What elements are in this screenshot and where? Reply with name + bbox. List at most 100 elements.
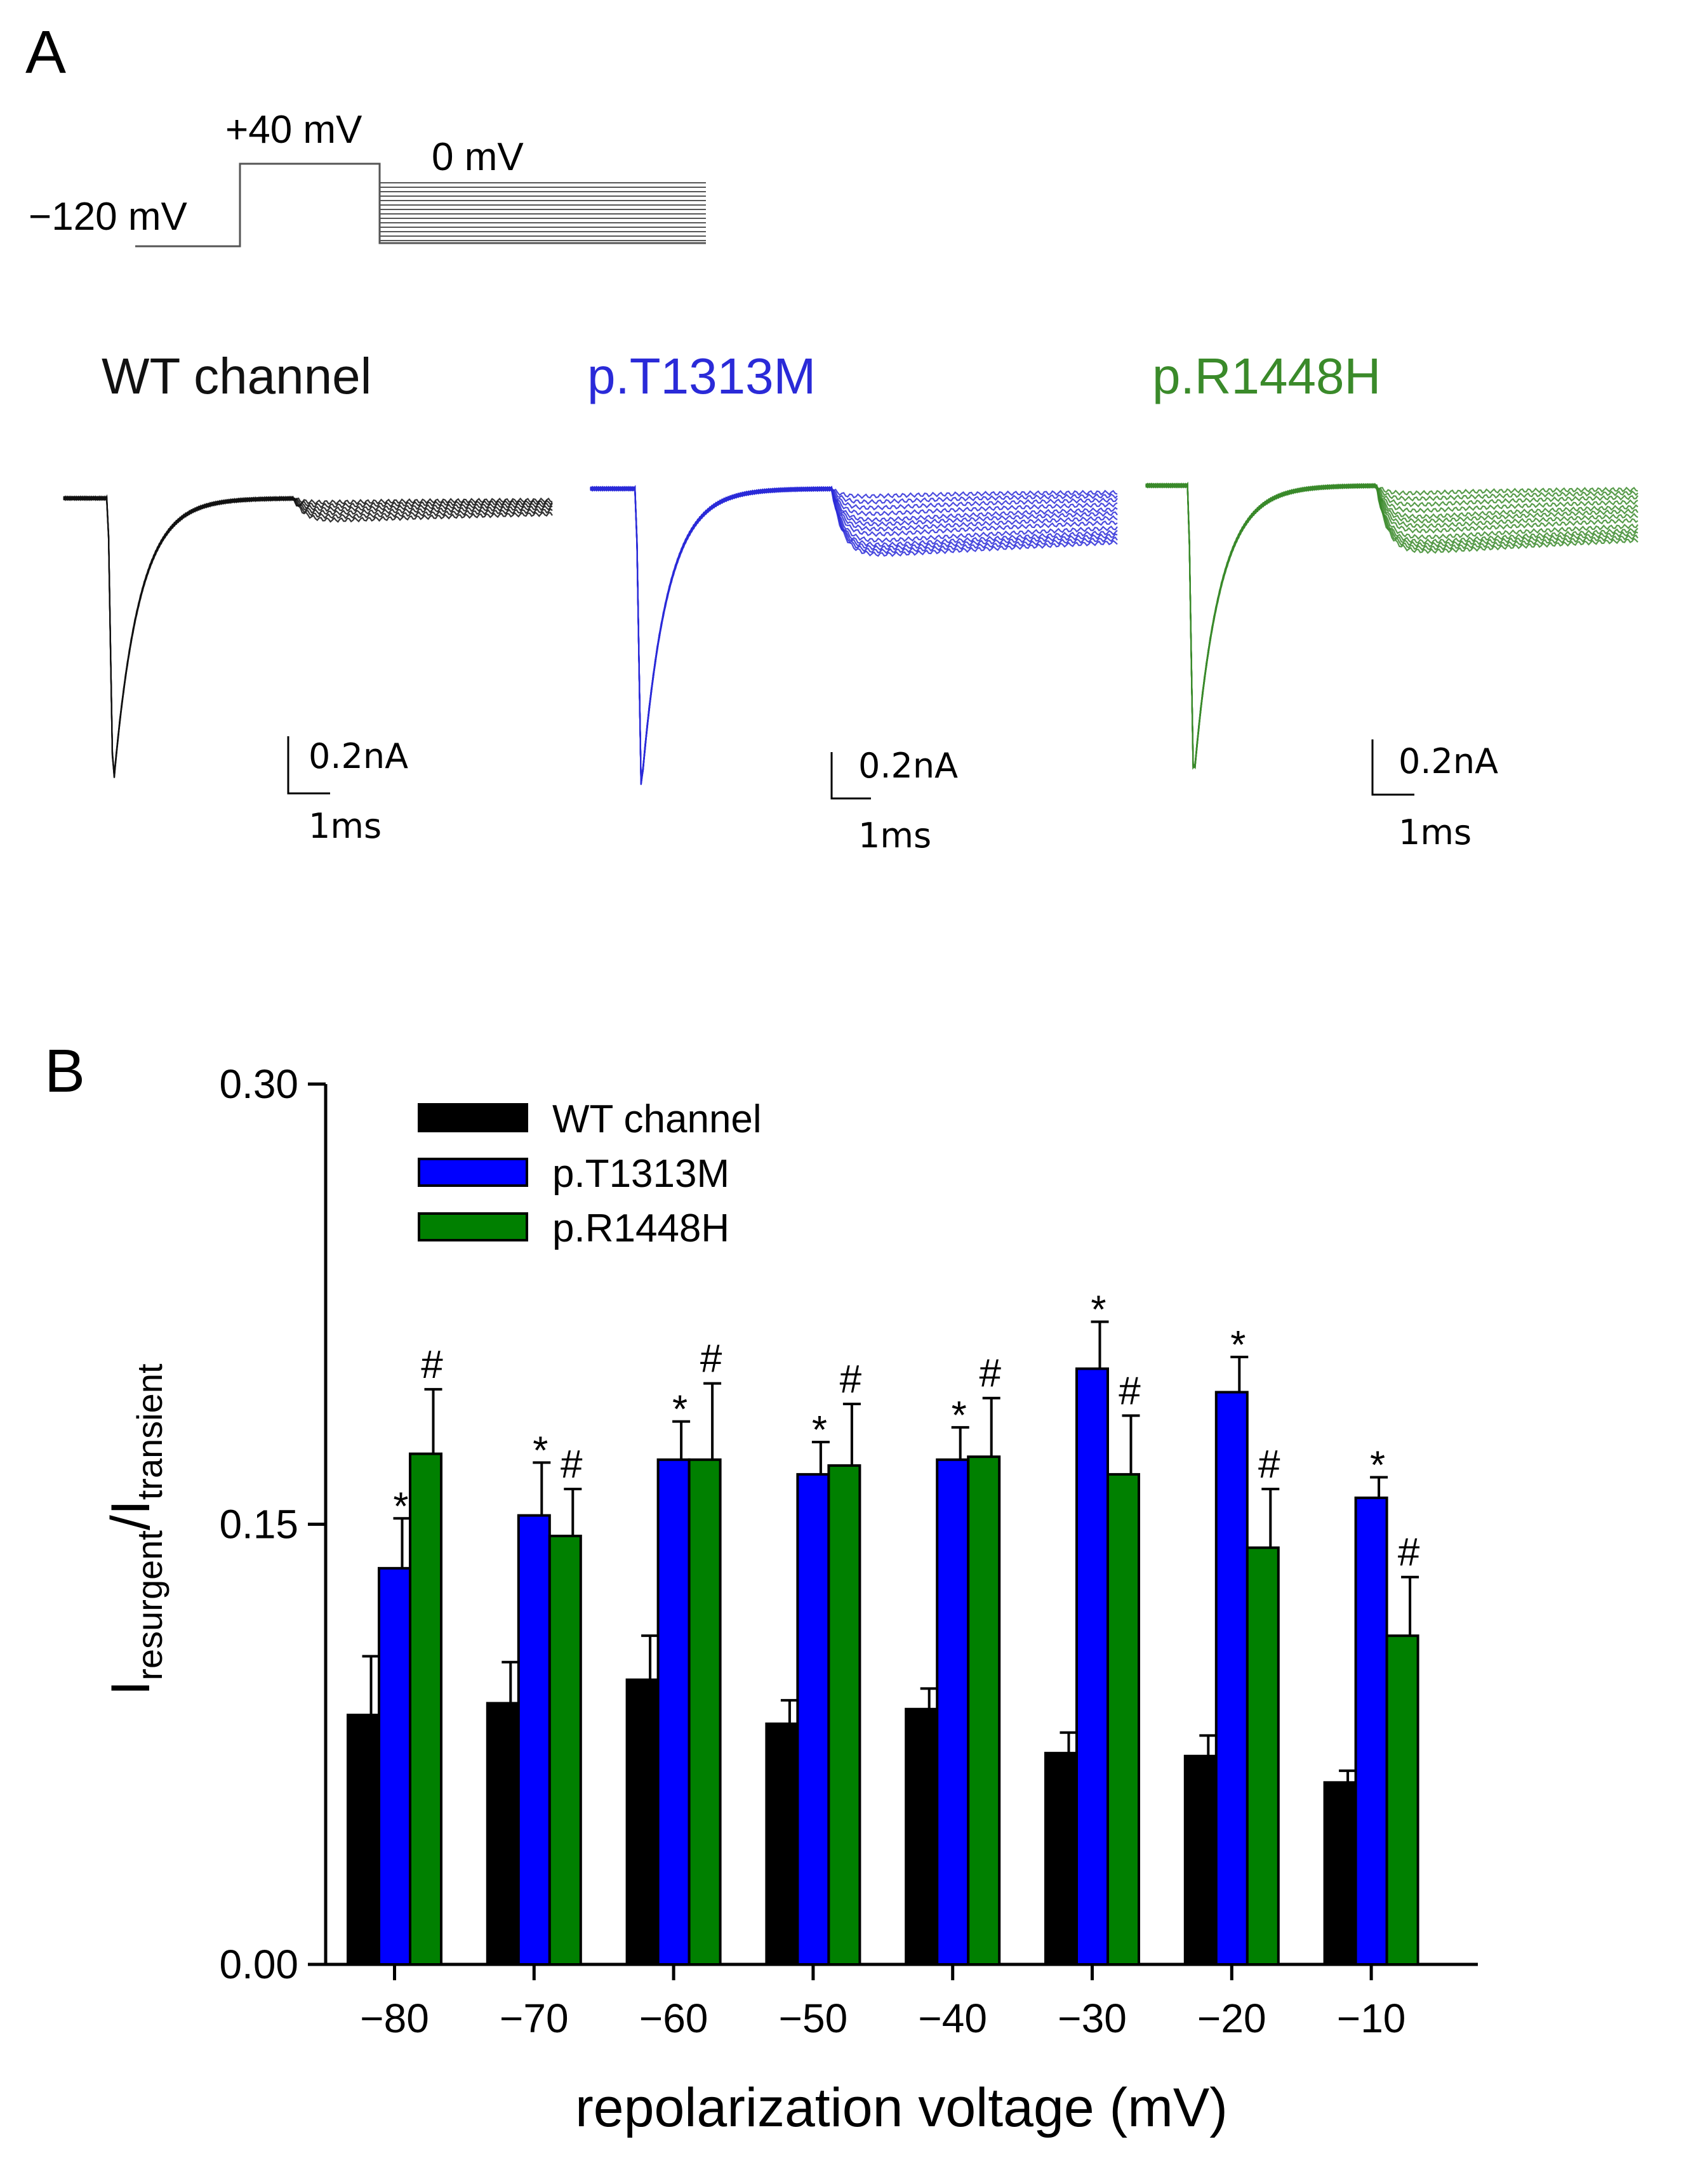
x-axis-title: repolarization voltage (mV) xyxy=(575,2077,1228,2138)
bar xyxy=(517,1514,551,1966)
significance-mark: # xyxy=(1258,1443,1280,1486)
significance-mark: # xyxy=(561,1443,583,1486)
bar xyxy=(1385,1634,1419,1966)
scale-bar-wt: 0.2nA 1ms xyxy=(287,736,408,846)
bar xyxy=(378,1566,411,1966)
significance-mark: * xyxy=(1370,1444,1385,1488)
protocol-step-label: 0 mV xyxy=(432,135,524,179)
bar xyxy=(936,1458,970,1966)
bar xyxy=(688,1458,722,1966)
significance-mark: * xyxy=(1091,1288,1106,1332)
scale-current-r1448h: 0.2nA xyxy=(1399,741,1498,781)
scale-current-wt: 0.2nA xyxy=(309,736,408,776)
legend-swatch-t1313m xyxy=(418,1158,528,1187)
bar xyxy=(548,1534,582,1966)
significance-mark: * xyxy=(812,1408,827,1452)
panel-b-label: B xyxy=(44,1037,85,1105)
significance-mark: * xyxy=(1230,1323,1246,1367)
scale-bar-t1313m: 0.2nA 1ms xyxy=(830,746,958,856)
bar xyxy=(796,1473,830,1966)
x-tick-label: −10 xyxy=(1337,1995,1406,2041)
y-axis-title: Iresurgent/Itransient xyxy=(100,1363,169,1696)
current-trace xyxy=(590,486,1118,782)
x-tick-label: −80 xyxy=(360,1995,429,2041)
significance-mark: # xyxy=(1119,1369,1141,1413)
x-tick-label: −50 xyxy=(779,1995,848,2041)
bar xyxy=(656,1458,691,1966)
protocol-holding-label: −120 mV xyxy=(29,195,188,239)
current-trace xyxy=(1145,482,1638,769)
y-tick-label: 0.00 xyxy=(219,1942,298,1987)
significance-mark: # xyxy=(979,1352,1001,1396)
bar xyxy=(1044,1752,1078,1966)
significance-mark: # xyxy=(421,1343,443,1387)
voltage-protocol: −120 mV +40 mV 0 mV xyxy=(29,108,706,248)
bar xyxy=(1323,1781,1357,1966)
x-tick-label: −40 xyxy=(918,1995,987,2041)
bar xyxy=(827,1464,861,1966)
x-tick-label: −30 xyxy=(1058,1995,1127,2041)
trace-title-t1313m: p.T1313M xyxy=(587,348,816,404)
legend: WT channel p.T1313M p.R1448H xyxy=(418,1097,762,1250)
current-trace xyxy=(590,486,1118,782)
panel-a-label: A xyxy=(25,18,66,86)
legend-item-r1448h: p.R1448H xyxy=(418,1207,729,1250)
significance-mark: # xyxy=(840,1358,862,1401)
legend-label-t1313m: p.T1313M xyxy=(552,1152,729,1196)
bars: * # * # * # * # * # * # * # * # xyxy=(347,1288,1420,1966)
bar xyxy=(1246,1546,1280,1966)
scale-time-t1313m: 1ms xyxy=(858,816,931,856)
significance-mark: * xyxy=(672,1388,688,1432)
trace-title-r1448h: p.R1448H xyxy=(1152,348,1381,404)
bar xyxy=(1075,1367,1109,1966)
x-tick-label: −20 xyxy=(1197,1995,1266,2041)
bar xyxy=(1106,1473,1140,1966)
legend-swatch-r1448h xyxy=(418,1212,528,1241)
bar xyxy=(409,1452,442,1966)
protocol-prepulse-label: +40 mV xyxy=(225,108,362,152)
x-tick-label: −60 xyxy=(639,1995,708,2041)
current-traces-r1448h xyxy=(1145,481,1638,770)
legend-item-t1313m: p.T1313M xyxy=(418,1152,729,1196)
legend-swatch-wt xyxy=(418,1103,528,1132)
scale-current-t1313m: 0.2nA xyxy=(858,746,958,786)
significance-mark: # xyxy=(1398,1531,1420,1575)
current-trace xyxy=(1145,482,1638,767)
current-trace xyxy=(63,495,553,778)
scale-time-wt: 1ms xyxy=(309,806,382,846)
current-trace xyxy=(63,494,553,775)
trace-title-wt: WT channel xyxy=(102,348,371,404)
current-trace xyxy=(1145,482,1638,767)
bar xyxy=(1183,1754,1218,1966)
bar xyxy=(486,1702,520,1966)
current-trace xyxy=(63,495,553,776)
significance-mark: * xyxy=(952,1394,967,1438)
x-axis: −80 −70 −60 −50 −40 −30 −20 −10 xyxy=(324,1962,1478,2041)
bar xyxy=(905,1707,939,1966)
bar xyxy=(765,1722,799,1966)
y-tick-label: 0.30 xyxy=(219,1061,298,1107)
current-trace xyxy=(63,495,553,776)
legend-label-r1448h: p.R1448H xyxy=(552,1207,729,1250)
current-traces-wt xyxy=(63,494,553,778)
x-tick-label: −70 xyxy=(500,1995,569,2041)
bar xyxy=(1354,1496,1388,1966)
bar xyxy=(967,1455,1001,1966)
bar xyxy=(1214,1391,1249,1966)
bar xyxy=(625,1678,660,1966)
current-traces-t1313m xyxy=(590,485,1118,785)
y-tick-label: 0.15 xyxy=(219,1502,298,1547)
significance-mark: # xyxy=(700,1337,722,1381)
bar xyxy=(347,1714,380,1966)
legend-label-wt: WT channel xyxy=(552,1097,762,1141)
current-trace xyxy=(63,495,553,778)
current-trace xyxy=(63,495,553,777)
scale-bar-r1448h: 0.2nA 1ms xyxy=(1371,739,1498,852)
scale-time-r1448h: 1ms xyxy=(1399,812,1472,852)
y-axis: 0.00 0.15 0.30 xyxy=(219,1061,328,1987)
current-trace xyxy=(1145,482,1638,767)
significance-mark: * xyxy=(393,1485,408,1528)
significance-mark: * xyxy=(533,1429,548,1473)
legend-item-wt: WT channel xyxy=(418,1097,762,1141)
